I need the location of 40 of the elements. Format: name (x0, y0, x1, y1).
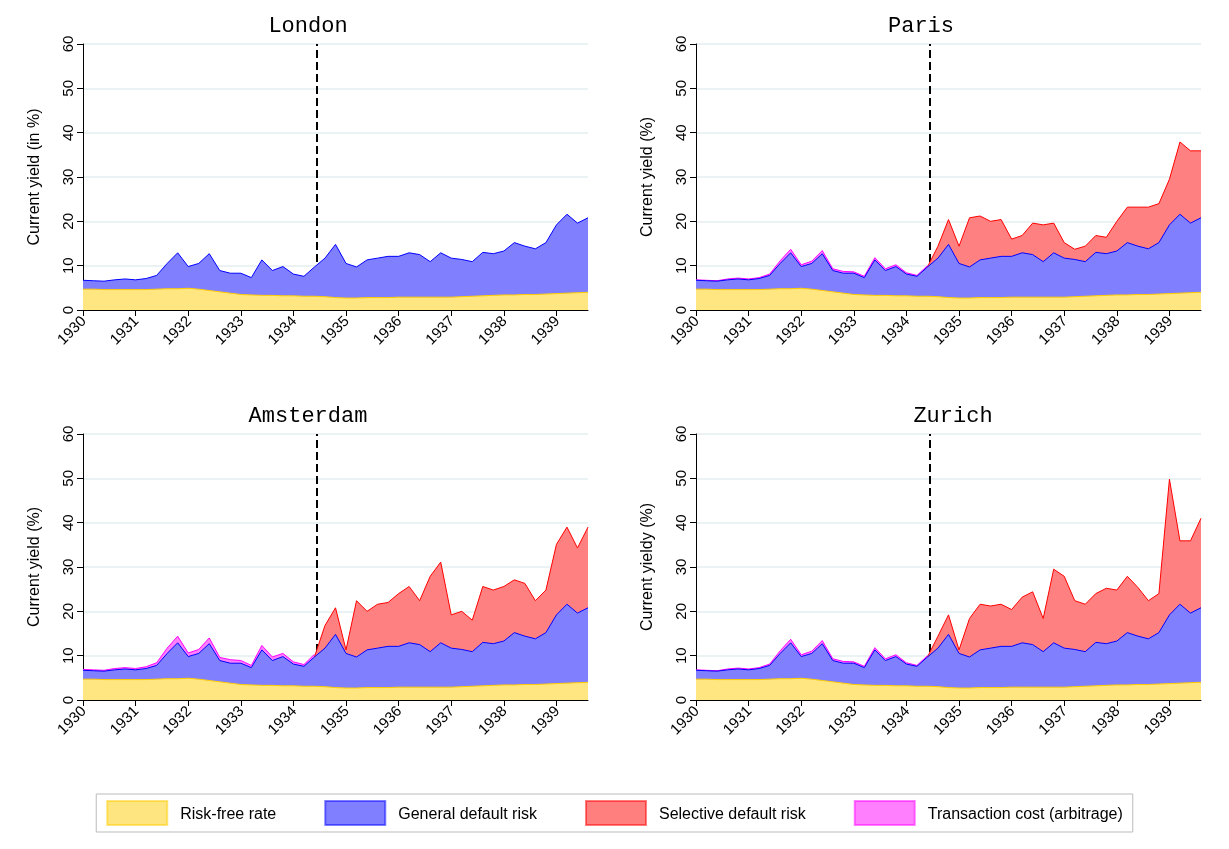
y-axis-title: Current yield (%) (24, 506, 42, 628)
y-tick-label: 10 (672, 647, 689, 665)
y-tick-label: 50 (59, 469, 76, 487)
y-tick-label: 20 (672, 212, 689, 230)
chart-title: Amsterdam (248, 403, 368, 429)
legend-label: Selective default risk (658, 804, 807, 822)
y-axis-title: Current yield (%) (637, 116, 655, 238)
y-tick-label: 20 (59, 212, 76, 230)
y-tick-label: 50 (672, 79, 689, 97)
y-tick-label: 30 (59, 558, 76, 576)
y-tick-label: 0 (672, 305, 689, 315)
y-tick-label: 30 (672, 558, 689, 576)
y-tick-label: 20 (59, 602, 76, 620)
y-tick-label: 10 (59, 647, 76, 665)
y-tick-label: 10 (59, 257, 76, 275)
y-tick-label: 40 (59, 124, 76, 142)
legend-label: General default risk (398, 804, 538, 822)
y-tick-label: 50 (59, 79, 76, 97)
y-tick-label: 60 (59, 425, 76, 443)
legend-label: Risk-free rate (180, 804, 277, 822)
y-tick-label: 50 (672, 469, 689, 487)
y-tick-label: 40 (672, 124, 689, 142)
y-tick-label: 60 (672, 35, 689, 53)
y-tick-label: 60 (672, 425, 689, 443)
y-tick-label: 10 (672, 257, 689, 275)
y-tick-label: 0 (672, 695, 689, 705)
y-axis-title: Current yield (in %) (24, 108, 42, 246)
chart-title: Zurich (913, 403, 993, 429)
chart-title: Paris (887, 13, 955, 39)
chart-title: London (268, 13, 348, 39)
y-tick-label: 20 (672, 602, 689, 620)
y-tick-label: 0 (59, 695, 76, 705)
legend-label: Transaction cost (arbitrage) (927, 804, 1123, 822)
y-tick-label: 40 (59, 514, 76, 532)
y-axis-title: Current yieldy (%) (637, 502, 655, 632)
y-tick-label: 60 (59, 35, 76, 53)
y-tick-label: 30 (672, 168, 689, 186)
y-tick-label: 30 (59, 168, 76, 186)
y-tick-label: 0 (59, 305, 76, 315)
y-tick-label: 40 (672, 514, 689, 532)
